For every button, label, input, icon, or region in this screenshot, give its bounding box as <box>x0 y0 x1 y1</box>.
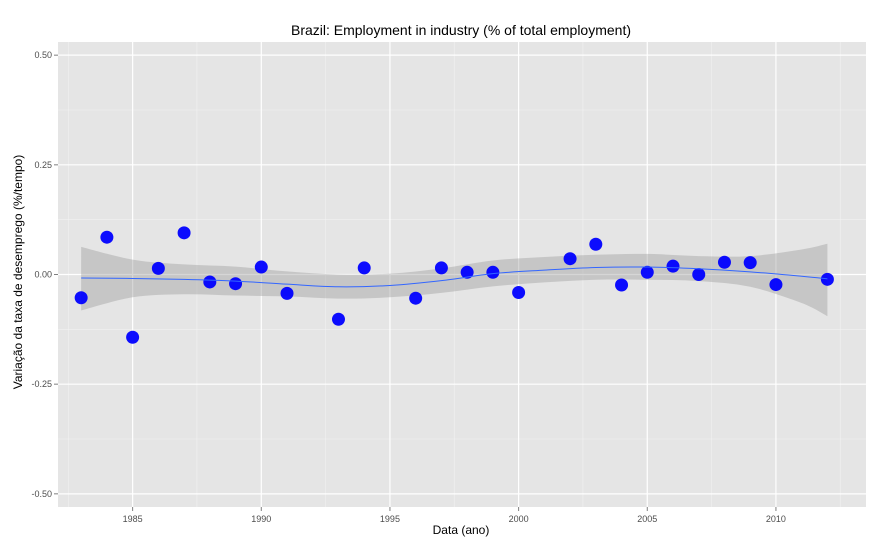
data-point <box>460 265 474 279</box>
data-point <box>692 268 706 281</box>
data-point <box>434 261 448 275</box>
data-point <box>357 261 371 275</box>
data-point <box>743 256 757 270</box>
x-axis-title: Data (ano) <box>433 523 490 537</box>
x-tick-label: 2000 <box>509 514 529 524</box>
data-point <box>151 261 165 275</box>
data-point <box>486 265 500 279</box>
confidence-band <box>81 243 828 317</box>
data-point <box>820 272 834 286</box>
x-axis: 1985 1990 1995 2000 2005 2010 <box>123 507 786 524</box>
data-point <box>769 278 783 292</box>
data-point <box>203 275 217 289</box>
data-point <box>409 291 423 305</box>
data-point <box>280 286 294 300</box>
x-tick-label: 1985 <box>123 514 143 524</box>
data-point <box>100 230 114 244</box>
smooth-line <box>81 266 828 288</box>
data-point <box>177 226 191 240</box>
data-point <box>717 255 731 269</box>
data-point <box>254 260 268 274</box>
y-tick-label: -0.25 <box>31 379 52 389</box>
x-tick-label: 2005 <box>637 514 657 524</box>
x-tick-label: 1990 <box>251 514 271 524</box>
data-point <box>666 259 680 273</box>
data-point <box>512 285 526 299</box>
data-point <box>563 252 577 266</box>
y-tick-label: -0.50 <box>31 489 52 499</box>
y-tick-label: 0.00 <box>34 270 52 280</box>
data-point <box>229 277 243 291</box>
y-axis-title: Variação da taxa de desemprego (%/tempo) <box>11 155 25 390</box>
data-point <box>331 312 345 326</box>
data-point <box>74 291 88 305</box>
data-point <box>126 330 140 344</box>
data-points <box>74 226 834 344</box>
y-axis: -0.50 -0.25 0.00 0.25 0.50 <box>31 50 58 499</box>
y-tick-label: 0.50 <box>34 50 52 60</box>
data-point <box>589 237 603 251</box>
data-point <box>615 278 629 292</box>
chart-title: Brazil: Employment in industry (% of tot… <box>291 22 631 38</box>
data-point <box>640 265 654 279</box>
y-tick-label: 0.25 <box>34 160 52 170</box>
x-tick-label: 1995 <box>380 514 400 524</box>
major-grid <box>58 42 866 507</box>
x-tick-label: 2010 <box>766 514 786 524</box>
